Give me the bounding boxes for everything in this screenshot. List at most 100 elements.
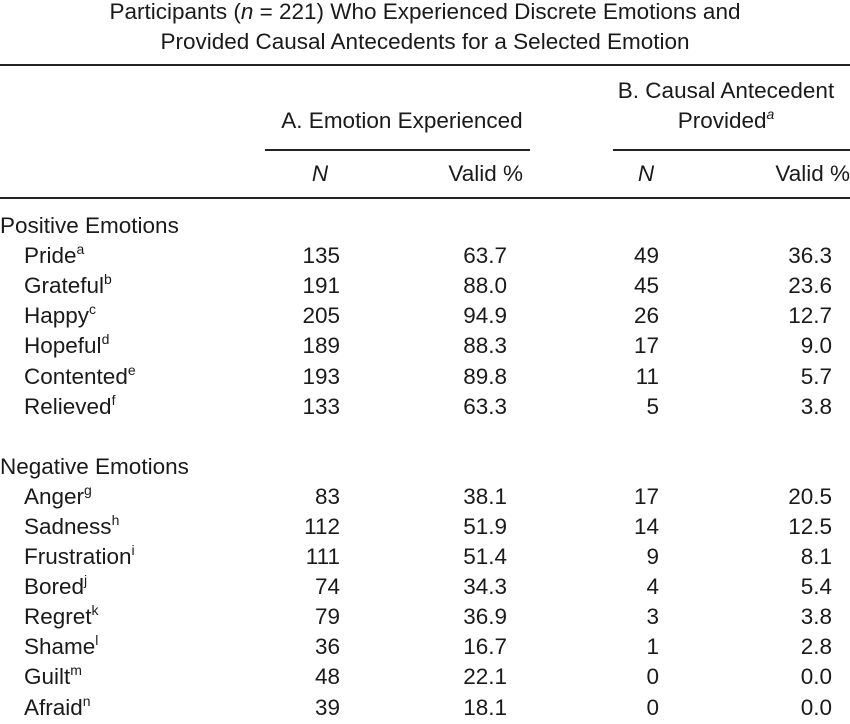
cell-b-valid: 0.0 — [800, 694, 832, 720]
group-header-a: A. Emotion Experienced — [281, 108, 523, 133]
cell-a-n: 74 — [314, 574, 340, 600]
section-heading: Negative Emotions — [0, 453, 189, 479]
row-label: Contentede — [24, 362, 136, 392]
table-header-rule — [0, 197, 850, 199]
footnote-marker: h — [111, 511, 120, 528]
section-heading: Positive Emotions — [0, 213, 179, 238]
row-label: Sadnessh — [24, 512, 119, 542]
cell-a-valid: 51.4 — [463, 544, 507, 569]
cell-a-n: 193 — [302, 363, 340, 389]
cell-a-valid: 22.1 — [463, 664, 507, 690]
emotion-name: Bored — [24, 574, 85, 600]
group-header-b-text: Provided — [677, 108, 767, 133]
group-a-underline — [265, 149, 530, 151]
cell-a-valid: 63.7 — [463, 243, 507, 269]
emotion-name: Pride — [24, 243, 77, 269]
table-top-rule — [0, 64, 850, 66]
cell-b-n: 3 — [646, 604, 659, 630]
row-label: Happyc — [24, 301, 96, 331]
row-label: Hopefuld — [24, 331, 109, 361]
cell-b-valid: 3.8 — [800, 393, 832, 419]
cell-a-valid: 38.1 — [463, 483, 507, 509]
cell-b-valid: 8.1 — [800, 544, 832, 569]
cell-a-valid: 94.9 — [463, 303, 507, 329]
cell-b-valid: 3.8 — [800, 604, 832, 630]
row-label: Guiltm — [24, 662, 82, 692]
emotion-name: Contented — [24, 363, 128, 389]
emotion-name: Frustration — [24, 544, 132, 569]
footnote-marker: a — [76, 241, 85, 258]
footnote-marker: b — [104, 271, 112, 288]
cell-a-n: 111 — [305, 544, 340, 569]
emotion-name: Guilt — [24, 664, 71, 690]
row-label: Frustrationi — [24, 542, 135, 572]
col-header-a-n: N — [311, 161, 329, 186]
emotion-name: Hopeful — [24, 333, 102, 359]
cell-a-n: 39 — [314, 694, 340, 720]
table-caption-line-2: Provided Causal Antecedents for a Select… — [160, 29, 690, 54]
cell-b-n: 1 — [646, 634, 659, 660]
cell-b-n: 45 — [633, 273, 659, 299]
emotion-name: Happy — [24, 303, 90, 329]
footnote-marker: f — [111, 391, 116, 408]
footnote-marker: d — [101, 331, 110, 348]
row-label: Gratefulb — [24, 271, 112, 301]
cell-a-n: 83 — [314, 483, 340, 509]
emotion-name: Anger — [24, 483, 85, 509]
group-header-b-line-2: Provideda — [596, 106, 850, 136]
cell-a-n: 48 — [314, 664, 340, 690]
cell-a-n: 112 — [304, 513, 340, 539]
cell-b-valid: 23.6 — [788, 273, 832, 299]
cell-b-valid: 20.5 — [788, 483, 832, 509]
cell-b-valid: 5.4 — [800, 574, 832, 600]
cell-b-n: 5 — [646, 393, 659, 419]
footnote-marker: g — [84, 481, 92, 498]
footnote-marker: i — [131, 542, 135, 558]
cell-a-n: 133 — [302, 393, 340, 419]
footnote-marker: e — [127, 361, 136, 378]
cell-b-n: 11 — [635, 363, 659, 389]
group-b-underline — [613, 149, 850, 151]
emotion-name: Sadness — [24, 513, 112, 539]
row-label: Boredj — [24, 572, 87, 602]
caption-n-symbol: n — [240, 0, 254, 24]
cell-b-n: 17 — [633, 333, 659, 359]
col-header-b-valid: Valid % — [775, 161, 850, 186]
cell-b-n: 0 — [646, 694, 659, 720]
footnote-marker: l — [95, 632, 99, 649]
caption-text: Participants ( — [109, 0, 241, 24]
footnote-marker: a — [766, 106, 775, 122]
caption-text: = 221) Who Experienced Discrete Emotions… — [253, 0, 741, 24]
row-label: Pridea — [24, 241, 84, 271]
cell-a-n: 205 — [302, 303, 340, 329]
cell-b-valid: 36.3 — [788, 243, 832, 269]
cell-a-valid: 16.7 — [463, 634, 507, 660]
col-header-a-valid: Valid % — [448, 161, 523, 186]
cell-b-valid: 12.5 — [788, 513, 832, 539]
cell-a-valid: 18.1 — [463, 694, 507, 720]
footnote-marker: k — [91, 602, 99, 619]
cell-b-n: 17 — [633, 483, 659, 509]
row-label: Angerg — [24, 482, 92, 512]
cell-a-n: 135 — [302, 243, 340, 269]
emotion-name: Regret — [24, 604, 92, 630]
cell-a-n: 36 — [314, 634, 340, 660]
cell-a-valid: 89.8 — [463, 363, 507, 389]
cell-b-valid: 0.0 — [800, 664, 832, 690]
cell-a-n: 79 — [314, 604, 340, 630]
cell-b-valid: 12.7 — [788, 303, 832, 329]
row-label: Shamel — [24, 632, 98, 662]
cell-a-valid: 63.3 — [463, 393, 507, 419]
footnote-marker: j — [84, 572, 88, 589]
cell-b-n: 9 — [646, 544, 659, 569]
emotion-name: Relieved — [24, 393, 112, 419]
cell-a-valid: 88.3 — [463, 333, 507, 359]
group-header-b-line-1: B. Causal Antecedent — [617, 78, 835, 103]
cell-a-n: 191 — [302, 273, 340, 299]
cell-a-valid: 51.9 — [463, 513, 507, 539]
col-header-b-n: N — [637, 161, 655, 186]
cell-a-valid: 88.0 — [463, 273, 507, 299]
cell-b-valid: 2.8 — [800, 634, 832, 660]
emotion-name: Afraid — [24, 694, 83, 720]
table-caption-line-1: Participants (n = 221) Who Experienced D… — [0, 0, 850, 27]
